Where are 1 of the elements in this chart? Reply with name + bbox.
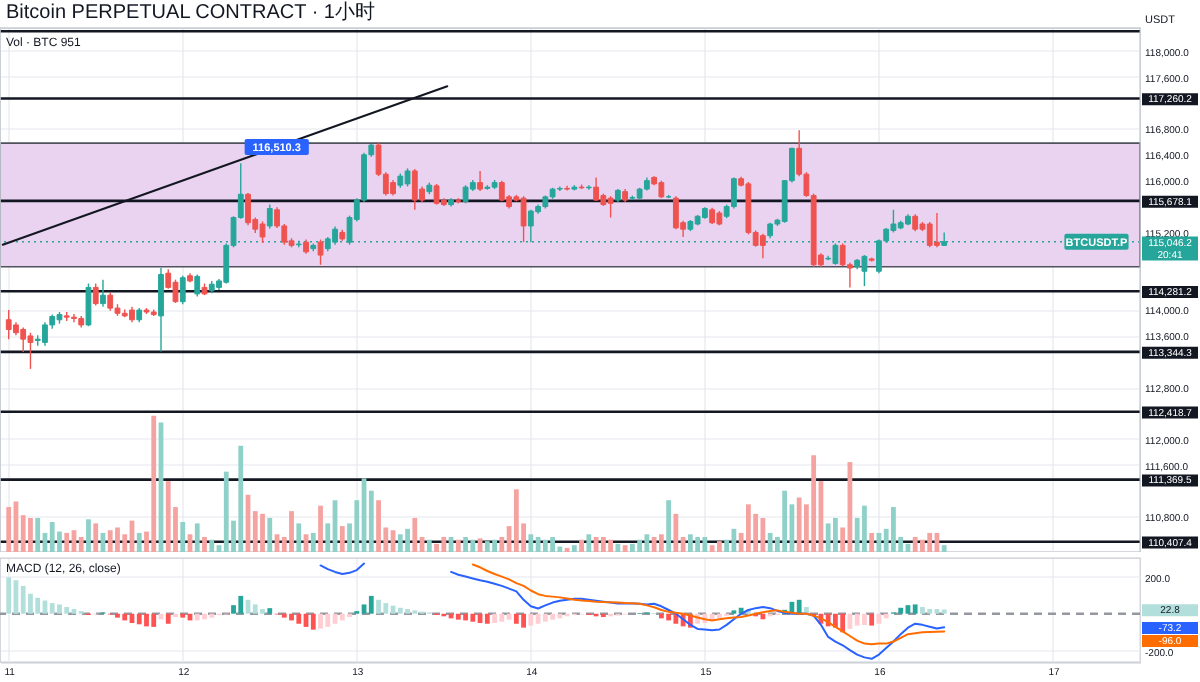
chart-title: Bitcoin PERPETUAL CONTRACT · 1小时	[6, 0, 375, 24]
